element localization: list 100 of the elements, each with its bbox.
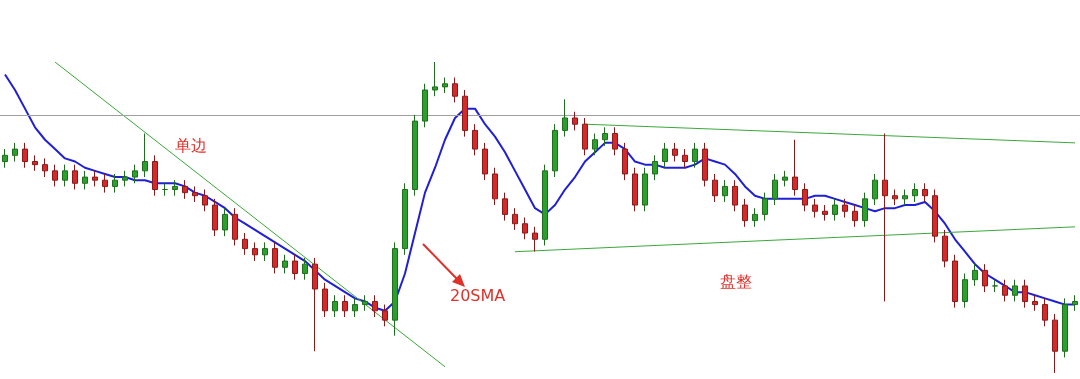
candlestick	[432, 61, 438, 97]
candlestick	[1072, 294, 1078, 312]
candlestick	[1032, 294, 1038, 312]
annotation: 盘整	[720, 271, 752, 291]
candlestick	[212, 198, 218, 237]
candlestick	[262, 241, 268, 262]
candlestick	[692, 142, 698, 169]
candlestick	[322, 282, 328, 318]
candlestick	[132, 164, 138, 184]
candlestick	[682, 148, 688, 169]
candlestick	[622, 142, 628, 181]
candlestick	[352, 297, 358, 318]
candlestick	[282, 254, 288, 274]
candlestick	[992, 279, 998, 293]
candlestick	[62, 164, 68, 187]
candlestick	[742, 198, 748, 228]
candlestick	[442, 77, 448, 94]
candlestick	[1042, 297, 1048, 327]
candlestick	[272, 241, 278, 274]
candlestick	[172, 179, 178, 197]
candlestick	[932, 189, 938, 243]
candlestick	[512, 207, 518, 231]
candlestick	[542, 164, 548, 246]
candlestick	[952, 254, 958, 309]
candlestick	[762, 192, 768, 222]
candlestick	[72, 164, 78, 191]
candlestick	[182, 179, 188, 200]
candlestick	[812, 198, 818, 218]
candlestick	[1012, 279, 1018, 302]
candlestick	[752, 207, 758, 228]
candlestick	[92, 170, 98, 187]
candlestick	[252, 241, 258, 262]
candlestick	[552, 123, 558, 178]
candlestick	[672, 142, 678, 163]
candlestick	[972, 263, 978, 287]
candlestick	[632, 167, 638, 212]
candlestick	[292, 254, 298, 281]
candlestick	[802, 182, 808, 212]
candlestick	[112, 173, 118, 194]
candlestick	[142, 133, 148, 178]
candlestick	[912, 182, 918, 203]
candlestick	[772, 173, 778, 206]
candlestick	[652, 154, 658, 181]
candlestick	[22, 142, 28, 169]
candlestick	[902, 189, 908, 206]
candlestick	[722, 179, 728, 203]
candlestick	[232, 207, 238, 246]
candlestick	[642, 167, 648, 212]
candlestick	[392, 241, 398, 337]
candlestick	[52, 164, 58, 187]
candlestick	[192, 185, 198, 203]
candlestick	[2, 148, 8, 169]
candlestick	[1022, 279, 1028, 309]
candlestick	[522, 217, 528, 240]
candlestick	[602, 126, 608, 147]
candlestick	[302, 257, 308, 281]
candlestick	[592, 133, 598, 156]
candlestick	[702, 142, 708, 187]
candlestick	[382, 304, 388, 327]
candlestick	[502, 192, 508, 222]
candlestick	[152, 154, 158, 197]
candlestick	[922, 182, 928, 203]
candlestick	[732, 179, 738, 212]
candlestick	[942, 229, 948, 268]
candlestick	[892, 189, 898, 206]
annotation: 单边	[175, 135, 207, 155]
candlestick	[832, 198, 838, 222]
candlestick	[422, 83, 428, 128]
candlestick	[532, 226, 538, 253]
candlestick	[342, 294, 348, 318]
candlestick	[822, 204, 828, 222]
candlestick	[1002, 279, 1008, 302]
candlestick	[402, 182, 408, 256]
candlestick	[32, 154, 38, 172]
candlestick	[1062, 297, 1068, 358]
candlestick	[1052, 313, 1058, 374]
candlestick	[962, 272, 968, 309]
candlestick	[612, 126, 618, 156]
candlestick	[862, 192, 868, 228]
candlestick	[372, 294, 378, 318]
candlestick	[792, 139, 798, 197]
candlestick	[462, 89, 468, 138]
candlestick	[782, 170, 788, 187]
candlestick	[222, 207, 228, 237]
candlestick	[712, 173, 718, 203]
candlestick	[562, 98, 568, 138]
candlestick	[872, 173, 878, 206]
candlestick	[102, 173, 108, 194]
candlestick	[662, 142, 668, 169]
candlestick	[572, 111, 578, 131]
candlestick	[42, 157, 48, 178]
candlestick	[12, 142, 18, 163]
candlestick	[852, 204, 858, 228]
candlestick	[332, 294, 338, 318]
candlestick	[842, 198, 848, 218]
candlestick	[482, 142, 488, 181]
candlestick	[122, 170, 128, 187]
candlestick	[362, 294, 368, 312]
candlestick	[312, 257, 318, 352]
candlestick	[82, 170, 88, 191]
